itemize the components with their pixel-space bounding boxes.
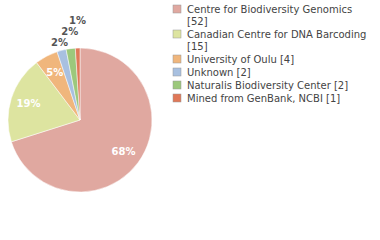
data-label: 19% [17, 98, 41, 109]
legend-label: Naturalis Biodiversity Center [2] [187, 80, 348, 91]
legend-swatch [173, 30, 181, 38]
legend: Centre for Biodiversity Genomics[52]Cana… [173, 4, 366, 104]
legend-label: University of Oulu [4] [187, 54, 294, 65]
data-label: 2% [61, 26, 78, 37]
data-label: 5% [46, 67, 63, 78]
chart: 68% 19% 5% 2%2%1% Centre for Biodiversity Ge… [0, 0, 380, 240]
legend-swatch [173, 94, 181, 102]
legend-swatch [173, 55, 181, 63]
data-labels: 68% 19% 5% 2%2%1% [17, 15, 136, 157]
legend-label: Canadian Centre for DNA Barcoding[15] [187, 29, 366, 52]
legend-swatch [173, 68, 181, 76]
data-label: 1% [69, 15, 86, 26]
legend-label: Unknown [2] [187, 67, 251, 78]
data-label: 2% [51, 37, 68, 48]
legend-swatch [173, 5, 181, 13]
pie-slice [75, 48, 80, 120]
legend-label: Centre for Biodiversity Genomics[52] [187, 4, 352, 27]
data-label: 68% [112, 146, 136, 157]
pie [8, 48, 152, 192]
legend-swatch [173, 81, 181, 89]
pie-slice [66, 48, 80, 120]
legend-label: Mined from GenBank, NCBI [1] [187, 93, 340, 104]
